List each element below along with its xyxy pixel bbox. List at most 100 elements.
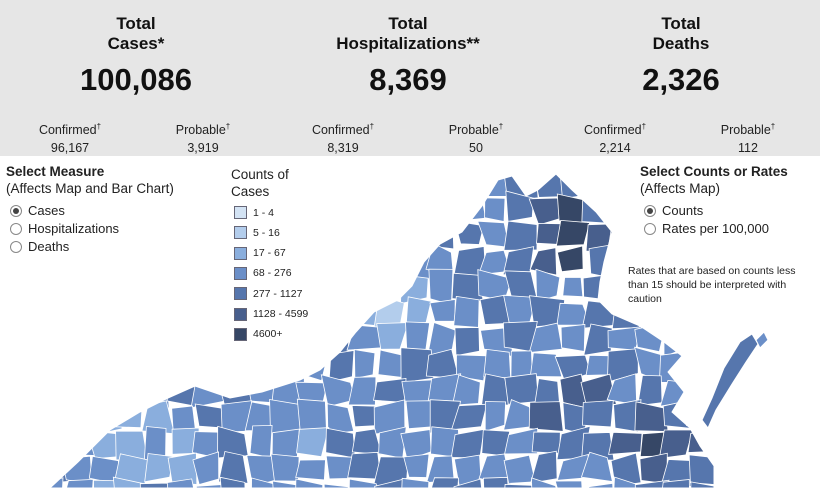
locality-region[interactable] <box>326 403 355 435</box>
locality-region[interactable] <box>249 424 273 459</box>
locality-region[interactable] <box>660 479 691 494</box>
locality-region[interactable] <box>113 351 150 375</box>
locality-region[interactable] <box>36 453 70 485</box>
locality-region[interactable] <box>351 217 382 252</box>
locality-region[interactable] <box>560 324 586 352</box>
locality-region[interactable] <box>93 247 124 277</box>
locality-region[interactable] <box>554 480 584 494</box>
locality-region[interactable] <box>67 431 97 456</box>
locality-region[interactable] <box>379 242 409 274</box>
locality-region[interactable] <box>484 401 507 432</box>
locality-region[interactable] <box>294 169 328 202</box>
locality-region[interactable] <box>62 270 97 301</box>
locality-region[interactable] <box>581 196 614 224</box>
locality-region[interactable] <box>484 197 506 222</box>
locality-region[interactable] <box>531 431 561 454</box>
locality-region[interactable] <box>68 375 94 407</box>
locality-region[interactable] <box>168 323 196 355</box>
locality-region[interactable] <box>607 190 644 224</box>
locality-region[interactable] <box>613 167 637 197</box>
locality-region[interactable] <box>220 400 253 433</box>
eastern-shore-tip-region[interactable] <box>755 331 769 349</box>
locality-region[interactable] <box>715 426 744 458</box>
locality-region[interactable] <box>503 454 536 484</box>
locality-region[interactable] <box>400 477 430 494</box>
locality-region[interactable] <box>37 325 68 355</box>
locality-region[interactable] <box>112 399 143 429</box>
locality-region[interactable] <box>195 484 226 494</box>
radio-icon[interactable] <box>10 222 22 235</box>
locality-region[interactable] <box>61 296 92 327</box>
locality-region[interactable] <box>529 247 558 276</box>
measure-option-hospitalizations[interactable]: Hospitalizations <box>10 221 119 236</box>
locality-region[interactable] <box>60 351 96 379</box>
locality-region[interactable] <box>351 243 383 271</box>
locality-region[interactable] <box>505 190 534 222</box>
locality-region[interactable] <box>425 477 459 494</box>
locality-region[interactable] <box>192 194 221 220</box>
locality-region[interactable] <box>613 399 642 433</box>
locality-region[interactable] <box>171 269 197 304</box>
locality-region[interactable] <box>270 453 300 482</box>
locality-region[interactable] <box>325 243 355 276</box>
locality-region[interactable] <box>61 403 97 436</box>
locality-region[interactable] <box>36 373 67 404</box>
locality-region[interactable] <box>504 373 540 405</box>
locality-region[interactable] <box>405 400 435 430</box>
locality-region[interactable] <box>322 295 354 325</box>
locality-region[interactable] <box>60 322 94 357</box>
locality-region[interactable] <box>219 476 247 494</box>
locality-region[interactable] <box>372 217 408 251</box>
locality-region[interactable] <box>139 269 175 298</box>
locality-region[interactable] <box>61 478 94 494</box>
locality-region[interactable] <box>191 217 225 250</box>
locality-region[interactable] <box>555 219 591 247</box>
locality-region[interactable] <box>145 326 172 352</box>
locality-region[interactable] <box>454 327 480 357</box>
locality-region[interactable] <box>348 196 381 219</box>
locality-region[interactable] <box>294 478 324 494</box>
locality-region[interactable] <box>429 195 461 225</box>
locality-region[interactable] <box>582 400 614 428</box>
locality-region[interactable] <box>451 374 481 406</box>
locality-region[interactable] <box>295 459 326 481</box>
locality-region[interactable] <box>581 300 617 329</box>
locality-region[interactable] <box>606 348 639 383</box>
locality-region[interactable] <box>348 478 382 494</box>
locality-region[interactable] <box>195 166 225 198</box>
locality-region[interactable] <box>167 452 198 485</box>
locality-region[interactable] <box>374 477 410 494</box>
locality-region[interactable] <box>399 219 431 249</box>
locality-region[interactable] <box>191 325 225 357</box>
locality-region[interactable] <box>117 275 146 303</box>
locality-region[interactable] <box>528 401 564 432</box>
locality-region[interactable] <box>250 477 279 494</box>
locality-region[interactable] <box>90 300 116 326</box>
locality-region[interactable] <box>38 353 70 378</box>
locality-region[interactable] <box>325 455 355 480</box>
locality-region[interactable] <box>113 246 149 279</box>
locality-region[interactable] <box>325 427 356 459</box>
locality-region[interactable] <box>562 276 584 298</box>
locality-region[interactable] <box>166 218 194 247</box>
locality-region[interactable] <box>195 270 225 305</box>
locality-region[interactable] <box>217 348 254 382</box>
locality-region[interactable] <box>453 195 487 222</box>
locality-region[interactable] <box>166 478 199 494</box>
locality-region[interactable] <box>296 427 330 458</box>
locality-region[interactable] <box>400 166 434 193</box>
locality-region[interactable] <box>688 454 720 486</box>
locality-region[interactable] <box>347 376 377 406</box>
locality-region[interactable] <box>268 346 305 380</box>
locality-region[interactable] <box>718 483 747 494</box>
locality-region[interactable] <box>528 322 563 353</box>
radio-icon[interactable] <box>644 222 656 235</box>
radio-selected-icon[interactable] <box>10 204 22 217</box>
locality-region[interactable] <box>377 170 401 195</box>
locality-region[interactable] <box>588 243 618 279</box>
locality-region[interactable] <box>322 323 351 355</box>
locality-region[interactable] <box>373 193 405 227</box>
locality-region[interactable] <box>556 245 584 273</box>
locality-region[interactable] <box>584 166 615 199</box>
locality-region[interactable] <box>429 299 456 322</box>
